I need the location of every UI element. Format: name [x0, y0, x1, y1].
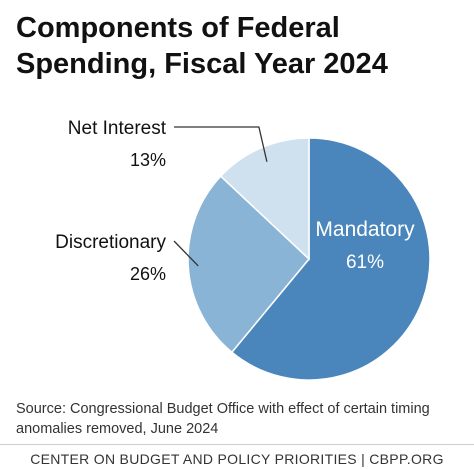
- chart-title: Components of Federal Spending, Fiscal Y…: [16, 10, 466, 82]
- source-note: Source: Congressional Budget Office with…: [16, 401, 430, 437]
- pie-chart: Mandatory 61% Discretionary 26% Net Interest…: [55, 118, 431, 381]
- slice-value-net-interest: 13%: [130, 150, 166, 170]
- slice-value-mandatory: 61%: [346, 252, 384, 273]
- pie-slice-mandatory: [230, 137, 431, 381]
- slice-label-mandatory: Mandatory: [315, 218, 415, 241]
- slice-label-discretionary: Discretionary: [55, 232, 166, 253]
- footer-divider: [0, 444, 474, 445]
- chart-title-line-1: Components of Federal: [16, 12, 340, 44]
- pie-slice-discretionary: [187, 175, 311, 354]
- chart-title-line-2: Spending, Fiscal Year 2024: [16, 48, 388, 80]
- leader-line-discretionary: [173, 240, 199, 267]
- footer-credit: CENTER ON BUDGET AND POLICY PRIORITIES |…: [30, 451, 444, 467]
- slice-label-net-interest: Net Interest: [68, 118, 167, 139]
- pie-slice-net-interest: [219, 137, 310, 261]
- slice-value-discretionary: 26%: [130, 264, 166, 284]
- leader-line-net-interest: [174, 126, 268, 162]
